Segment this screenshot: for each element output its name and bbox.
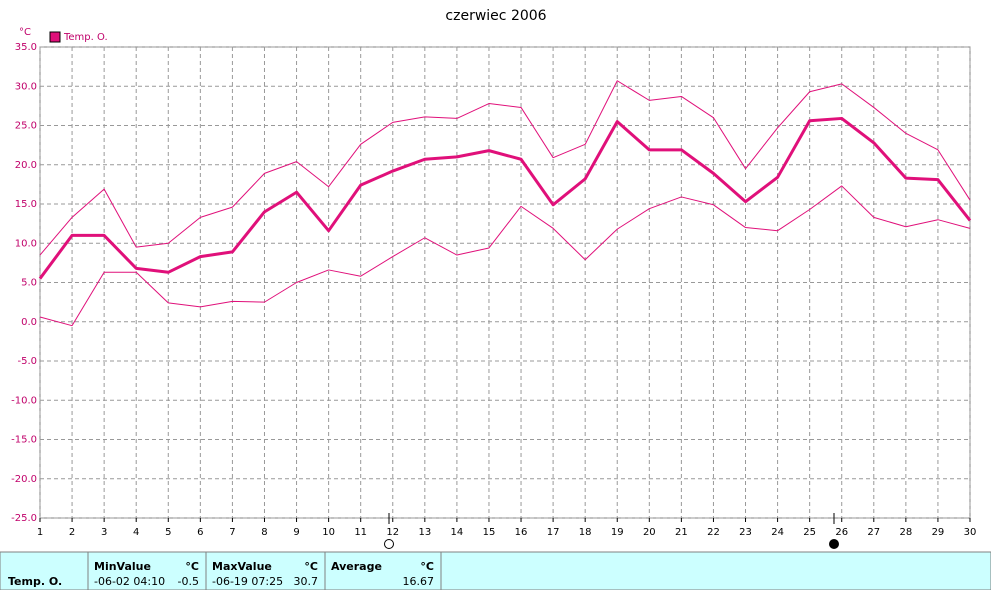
x-tick-label: 24 xyxy=(771,527,784,538)
y-tick-label: 10.0 xyxy=(15,238,37,249)
y-tick-label: 5.0 xyxy=(21,278,37,289)
moon-icon xyxy=(384,539,394,549)
x-tick-label: 30 xyxy=(964,527,977,538)
x-tick-label: 11 xyxy=(354,527,367,538)
legend-swatch xyxy=(49,31,61,43)
y-tick-label: 0.0 xyxy=(21,317,37,328)
y-tick-label: 30.0 xyxy=(15,81,37,92)
series-line xyxy=(39,185,971,327)
x-tick-label: 15 xyxy=(483,527,496,538)
y-tick-label: 20.0 xyxy=(15,160,37,171)
y-tick-label: 35.0 xyxy=(15,42,37,53)
y-tick-label: -10.0 xyxy=(11,395,37,406)
column-unit: °C xyxy=(185,560,199,573)
y-tick-label: -5.0 xyxy=(17,356,37,367)
cell-time: -06-19 07:25 xyxy=(212,575,283,588)
x-tick-label: 17 xyxy=(547,527,560,538)
moon-icon xyxy=(829,539,839,549)
x-tick-label: 6 xyxy=(197,527,203,538)
y-unit: °C xyxy=(19,27,31,38)
series-line xyxy=(39,80,971,256)
cell-value: 16.67 xyxy=(403,575,435,588)
x-tick-label: 14 xyxy=(451,527,464,538)
x-tick-label: 4 xyxy=(133,527,139,538)
x-tick-label: 29 xyxy=(932,527,945,538)
x-tick-label: 23 xyxy=(739,527,752,538)
y-tick-label: -20.0 xyxy=(11,474,37,485)
y-tick-label: 15.0 xyxy=(15,199,37,210)
legend-label: Temp. O. xyxy=(63,32,108,43)
x-tick-label: 2 xyxy=(69,527,75,538)
x-tick-label: 10 xyxy=(322,527,335,538)
x-tick-label: 1 xyxy=(37,527,43,538)
y-tick-label: -15.0 xyxy=(11,435,37,446)
column-header: MinValue xyxy=(94,560,151,573)
chart-title: czerwiec 2006 xyxy=(445,8,546,24)
x-tick-label: 19 xyxy=(611,527,624,538)
row-label: Temp. O. xyxy=(8,575,62,588)
column-header: MaxValue xyxy=(212,560,272,573)
x-tick-label: 5 xyxy=(165,527,171,538)
x-tick-label: 8 xyxy=(261,527,267,538)
x-tick-label: 22 xyxy=(707,527,720,538)
cell-value: -0.5 xyxy=(178,575,199,588)
x-tick-label: 18 xyxy=(579,527,592,538)
x-tick-label: 12 xyxy=(386,527,399,538)
plot: -25.0 -20.0 -15.0 -10.0 -5.0 0.0 5.0 10.0 15.0 20… xyxy=(11,42,976,538)
x-tick-label: 16 xyxy=(515,527,528,538)
series-line xyxy=(38,116,972,280)
x-tick-label: 28 xyxy=(899,527,912,538)
x-tick-label: 25 xyxy=(803,527,816,538)
column-unit: °C xyxy=(420,560,434,573)
stats-table: Temp. O. MinValue °C -06-02 04:10 -0.5 M… xyxy=(0,551,991,590)
cell-time: -06-02 04:10 xyxy=(94,575,165,588)
x-tick-label: 7 xyxy=(229,527,235,538)
x-tick-label: 13 xyxy=(418,527,431,538)
x-tick-label: 20 xyxy=(643,527,656,538)
x-tick-label: 27 xyxy=(867,527,880,538)
y-tick-label: -25.0 xyxy=(11,513,37,524)
column-header: Average xyxy=(331,560,382,573)
x-tick-label: 3 xyxy=(101,527,107,538)
x-tick-label: 26 xyxy=(835,527,848,538)
cell-value: 30.7 xyxy=(294,575,319,588)
table-background xyxy=(0,551,991,590)
column-unit: °C xyxy=(304,560,318,573)
x-tick-label: 9 xyxy=(293,527,299,538)
y-tick-label: 25.0 xyxy=(15,121,37,132)
x-tick-label: 21 xyxy=(675,527,688,538)
